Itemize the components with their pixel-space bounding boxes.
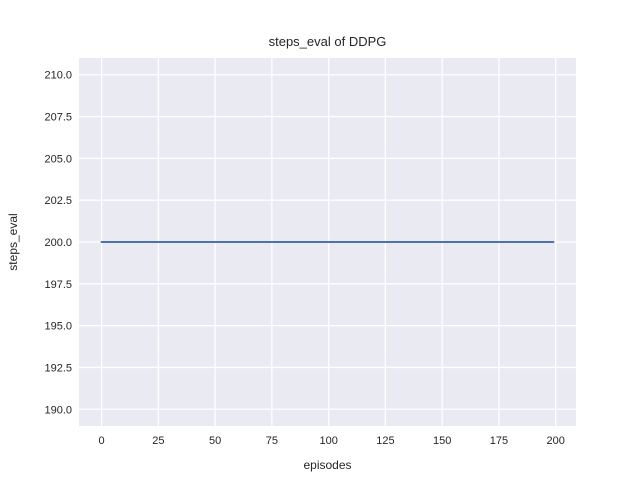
- y-tick-label: 200.0: [44, 237, 72, 249]
- x-tick-label: 75: [266, 435, 278, 447]
- x-tick-label: 50: [209, 435, 221, 447]
- chart-title: steps_eval of DDPG: [269, 34, 387, 49]
- y-tick-label: 190.0: [44, 404, 72, 416]
- x-axis-tick-labels: 0 25 50 75 100 125 150 175 200: [99, 435, 565, 447]
- y-tick-label: 207.5: [44, 112, 72, 124]
- x-axis-label: episodes: [303, 458, 351, 472]
- y-tick-label: 210.0: [44, 70, 72, 82]
- y-axis-tick-labels: 190.0 192.5 195.0 197.5 200.0 202.5 205.0 207.5…: [44, 70, 72, 417]
- x-tick-label: 0: [99, 435, 105, 447]
- y-tick-label: 197.5: [44, 279, 72, 291]
- y-tick-label: 205.0: [44, 153, 72, 165]
- y-tick-label: 202.5: [44, 195, 72, 207]
- x-tick-label: 100: [319, 435, 337, 447]
- y-tick-label: 195.0: [44, 321, 72, 333]
- y-tick-label: 192.5: [44, 362, 72, 374]
- x-tick-label: 150: [433, 435, 451, 447]
- x-tick-label: 175: [490, 435, 508, 447]
- x-tick-label: 125: [376, 435, 394, 447]
- y-axis-label: steps_eval: [6, 213, 20, 270]
- x-tick-label: 25: [152, 435, 164, 447]
- x-tick-label: 200: [546, 435, 564, 447]
